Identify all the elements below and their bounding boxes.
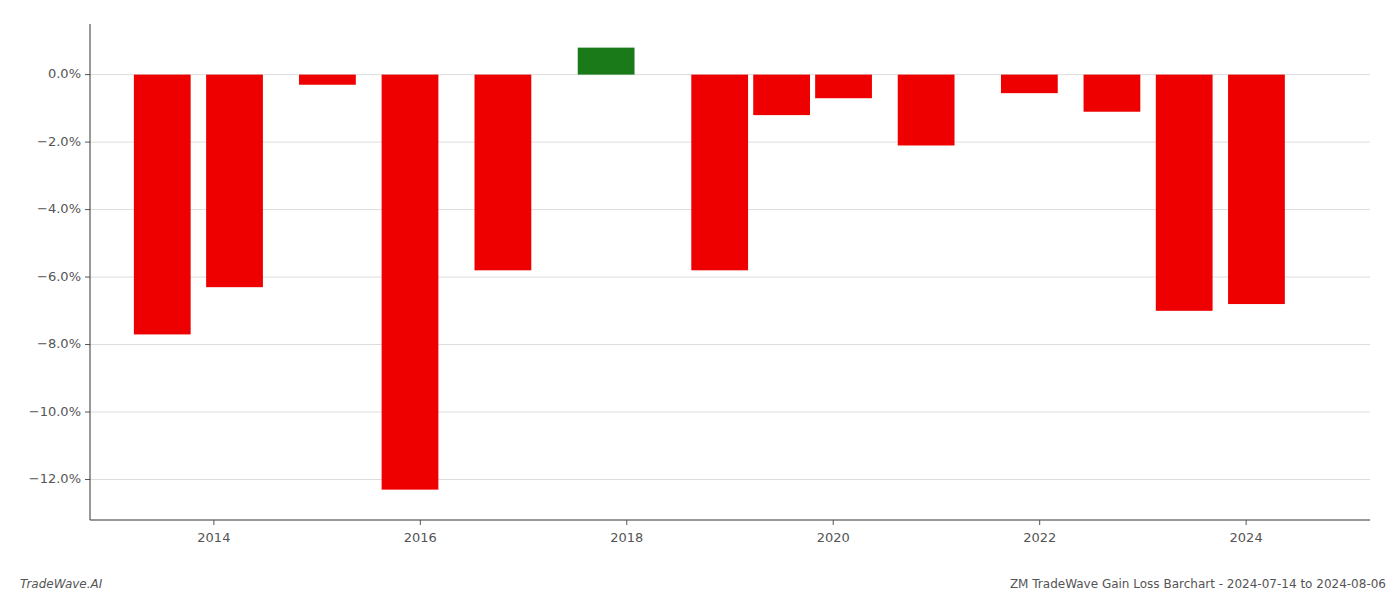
bar [1084,75,1141,112]
grid-line [90,412,1370,413]
bar [382,75,439,490]
bar [1001,75,1058,94]
bar [299,75,356,85]
x-tick [833,520,834,525]
bar [1156,75,1213,311]
x-axis: 2014 2016 2018 2020 2022 2024 [197,520,1262,545]
chart-container: 0.0% −2.0% −4.0% −6.0% −8.0% −10.0% −12.0% 2014… [0,0,1400,600]
bar [578,48,635,75]
x-tick [420,520,421,525]
y-tick [85,479,90,480]
y-tick-label: −12.0% [29,471,81,486]
y-tick [85,344,90,345]
grid-line [90,479,1370,480]
x-tick-label: 2014 [197,530,230,545]
y-tick-label: −6.0% [37,269,81,284]
x-tick [213,520,214,525]
x-tick-label: 2024 [1230,530,1263,545]
bar [1228,75,1285,304]
bar [753,75,810,115]
x-tick-label: 2016 [404,530,437,545]
y-tick [85,277,90,278]
x-tick [1039,520,1040,525]
footer-right: ZM TradeWave Gain Loss Barchart - 2024-0… [1010,577,1386,591]
y-grid [90,75,1370,480]
y-tick-label: −2.0% [37,134,81,149]
bar [898,75,955,146]
bar [815,75,872,99]
bars [134,48,1285,490]
y-tick-label: 0.0% [48,66,81,81]
y-tick [85,209,90,210]
y-tick-label: −8.0% [37,336,81,351]
bar [691,75,748,271]
bar [475,75,532,271]
chart-svg: 0.0% −2.0% −4.0% −6.0% −8.0% −10.0% −12.0% 2014… [0,0,1400,600]
y-tick [85,74,90,75]
bar [134,75,191,335]
y-tick-label: −10.0% [29,404,81,419]
x-axis-line [90,520,1370,521]
x-tick [626,520,627,525]
footer-left: TradeWave.AI [20,577,103,591]
x-tick-label: 2018 [610,530,643,545]
bar [206,75,263,288]
y-tick [85,412,90,413]
y-tick-label: −4.0% [37,201,81,216]
grid-line [90,344,1370,345]
x-tick-label: 2022 [1023,530,1056,545]
x-tick-label: 2020 [817,530,850,545]
y-tick [85,142,90,143]
y-axis: 0.0% −2.0% −4.0% −6.0% −8.0% −10.0% −12.0% [29,66,90,486]
x-tick [1246,520,1247,525]
y-axis-line [90,24,91,520]
